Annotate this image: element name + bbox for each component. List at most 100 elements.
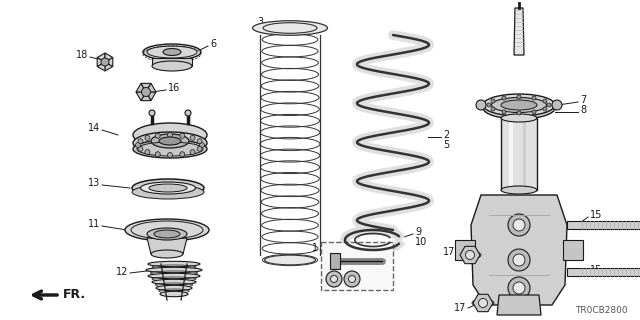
Ellipse shape <box>459 251 481 259</box>
Text: 11: 11 <box>88 219 100 229</box>
Polygon shape <box>146 83 156 92</box>
Circle shape <box>532 110 536 114</box>
Ellipse shape <box>146 267 202 273</box>
Circle shape <box>180 133 185 138</box>
Polygon shape <box>105 58 113 67</box>
Circle shape <box>517 95 521 99</box>
Ellipse shape <box>152 61 192 71</box>
Text: 12: 12 <box>116 267 128 277</box>
Text: 7: 7 <box>580 95 586 105</box>
Circle shape <box>326 271 342 287</box>
Circle shape <box>138 146 143 151</box>
Circle shape <box>513 254 525 266</box>
Circle shape <box>502 110 506 114</box>
Text: 6: 6 <box>210 39 216 49</box>
Polygon shape <box>152 58 192 66</box>
Ellipse shape <box>152 279 196 285</box>
Ellipse shape <box>141 182 195 194</box>
Polygon shape <box>567 221 640 229</box>
Circle shape <box>513 282 525 294</box>
Polygon shape <box>455 240 475 260</box>
Circle shape <box>532 96 536 100</box>
Circle shape <box>185 110 191 116</box>
Polygon shape <box>567 268 640 276</box>
Ellipse shape <box>148 261 200 267</box>
Ellipse shape <box>151 134 189 148</box>
Text: TR0CB2800: TR0CB2800 <box>575 306 628 315</box>
Polygon shape <box>147 238 187 254</box>
Ellipse shape <box>159 137 181 145</box>
Circle shape <box>200 142 205 148</box>
Circle shape <box>136 142 141 148</box>
Circle shape <box>552 100 562 110</box>
Circle shape <box>513 219 525 231</box>
Circle shape <box>145 135 150 140</box>
Circle shape <box>491 99 495 103</box>
Circle shape <box>168 153 173 157</box>
Ellipse shape <box>132 179 204 197</box>
Circle shape <box>344 271 360 287</box>
Circle shape <box>508 249 530 271</box>
Ellipse shape <box>160 291 188 297</box>
Text: 2: 2 <box>443 130 449 140</box>
Ellipse shape <box>133 140 207 158</box>
Circle shape <box>543 107 547 111</box>
Polygon shape <box>141 83 151 92</box>
Text: 10: 10 <box>415 237 428 247</box>
Text: 3: 3 <box>257 17 263 27</box>
Polygon shape <box>97 58 105 67</box>
Circle shape <box>138 139 143 144</box>
Text: 5: 5 <box>443 140 449 150</box>
Ellipse shape <box>132 185 204 199</box>
Circle shape <box>141 87 150 97</box>
Ellipse shape <box>264 255 316 265</box>
Ellipse shape <box>143 44 201 60</box>
Polygon shape <box>460 246 480 264</box>
Ellipse shape <box>483 97 555 119</box>
Ellipse shape <box>492 98 547 113</box>
Text: 13: 13 <box>88 178 100 188</box>
Text: 17: 17 <box>454 303 466 313</box>
Polygon shape <box>97 62 105 71</box>
Ellipse shape <box>163 49 181 55</box>
Polygon shape <box>105 62 113 71</box>
Circle shape <box>502 96 506 100</box>
Text: 8: 8 <box>580 105 586 115</box>
Circle shape <box>465 251 474 260</box>
Circle shape <box>156 133 160 138</box>
Polygon shape <box>105 53 113 62</box>
Ellipse shape <box>149 184 187 192</box>
Polygon shape <box>514 8 524 55</box>
Polygon shape <box>330 253 340 269</box>
Ellipse shape <box>501 186 537 194</box>
Circle shape <box>197 139 202 144</box>
Circle shape <box>487 103 491 107</box>
Ellipse shape <box>148 273 200 279</box>
Circle shape <box>479 299 488 308</box>
Polygon shape <box>497 295 541 315</box>
Text: 1: 1 <box>312 243 318 253</box>
Circle shape <box>349 276 355 283</box>
Circle shape <box>543 99 547 103</box>
Text: 18: 18 <box>76 50 88 60</box>
Polygon shape <box>471 195 567 305</box>
Ellipse shape <box>147 228 187 240</box>
Circle shape <box>197 146 202 151</box>
Circle shape <box>149 110 155 116</box>
Text: FR.: FR. <box>63 289 86 301</box>
Circle shape <box>101 58 109 66</box>
Text: 17: 17 <box>443 247 455 257</box>
Circle shape <box>145 149 150 155</box>
Polygon shape <box>97 53 105 62</box>
Circle shape <box>168 132 173 138</box>
Ellipse shape <box>154 230 180 238</box>
Circle shape <box>190 149 195 155</box>
Ellipse shape <box>501 114 537 122</box>
Circle shape <box>190 135 195 140</box>
Circle shape <box>156 152 160 157</box>
Ellipse shape <box>133 132 207 154</box>
Polygon shape <box>501 118 537 190</box>
Circle shape <box>180 152 185 157</box>
Text: 15: 15 <box>590 265 602 275</box>
Polygon shape <box>136 92 146 101</box>
